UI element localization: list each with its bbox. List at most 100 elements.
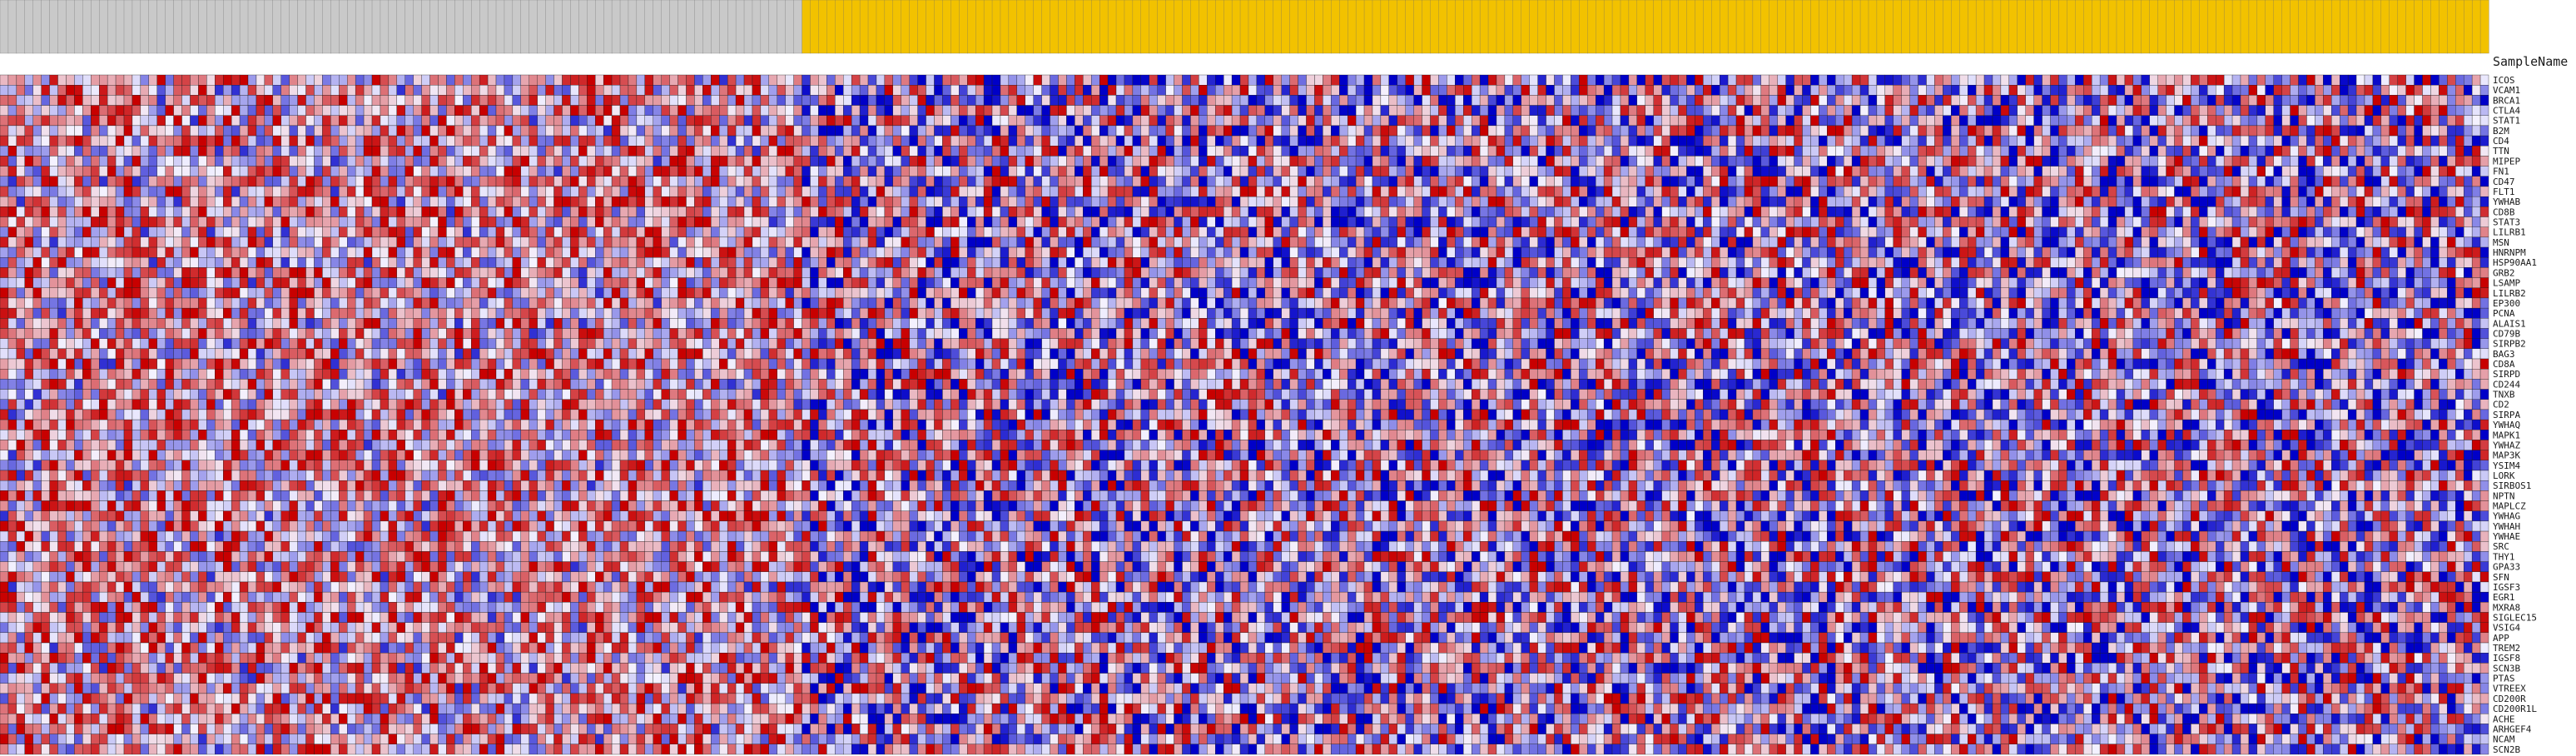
heatmap-cell	[1389, 146, 1397, 156]
heatmap-cell	[2026, 196, 2034, 206]
heatmap-cell	[116, 126, 124, 136]
heatmap-cell	[1223, 146, 1232, 156]
heatmap-cell	[389, 136, 397, 146]
heatmap-cell	[694, 217, 702, 227]
heatmap-cell	[2092, 156, 2100, 166]
heatmap-cell	[2075, 116, 2083, 126]
heatmap-cell	[1827, 136, 1835, 146]
heatmap-cell	[1000, 146, 1009, 156]
heatmap-cell	[1339, 196, 1348, 206]
heatmap-cell	[1149, 206, 1158, 216]
heatmap-cell	[479, 85, 488, 95]
heatmap-cell	[1066, 85, 1075, 95]
heatmap-cell	[769, 167, 777, 177]
heatmap-cell	[885, 167, 893, 177]
heatmap-cell	[1686, 156, 1695, 166]
heatmap-cell	[1158, 206, 1166, 216]
heatmap-cell	[1695, 116, 1703, 126]
heatmap-cell	[736, 206, 744, 216]
heatmap-cell	[562, 75, 570, 85]
heatmap-cell	[372, 177, 380, 187]
heatmap-cell	[628, 167, 637, 177]
heatmap-cell	[2282, 106, 2291, 116]
heatmap-cell	[25, 146, 33, 156]
heatmap-cell	[1050, 136, 1059, 146]
heatmap-cell	[1794, 146, 1803, 156]
heatmap-cell	[1455, 126, 1463, 136]
heatmap-cell	[2249, 146, 2257, 156]
column-group-cell	[876, 0, 885, 53]
heatmap-cell	[521, 75, 529, 85]
heatmap-cell	[141, 126, 149, 136]
heatmap-cell	[1530, 177, 1538, 187]
heatmap-cell	[2133, 206, 2142, 216]
heatmap-cell	[538, 136, 546, 146]
heatmap-cell	[628, 196, 637, 206]
heatmap-cell	[1993, 126, 2001, 136]
heatmap-cell	[82, 146, 91, 156]
heatmap-cell	[1406, 217, 1414, 227]
heatmap-cell	[2282, 116, 2291, 126]
heatmap-cell	[471, 136, 479, 146]
heatmap-cell	[1662, 136, 1670, 146]
heatmap-cell	[628, 116, 637, 126]
heatmap-cell	[2299, 126, 2307, 136]
heatmap-cell	[702, 177, 711, 187]
heatmap-cell	[1621, 196, 1629, 206]
heatmap-cell	[2249, 85, 2257, 95]
heatmap-cell	[2331, 136, 2340, 146]
heatmap-cell	[1075, 177, 1083, 187]
heatmap-cell	[314, 167, 322, 177]
heatmap-cell	[2241, 177, 2249, 187]
heatmap-cell	[240, 206, 248, 216]
heatmap-cell	[1248, 85, 1257, 95]
heatmap-cell	[1513, 156, 1521, 166]
heatmap-cell	[1521, 177, 1530, 187]
heatmap-cell	[538, 75, 546, 85]
heatmap-cell	[1422, 126, 1431, 136]
heatmap-cell	[322, 85, 330, 95]
heatmap-cell	[1621, 177, 1629, 187]
heatmap-cell	[1521, 106, 1530, 116]
heatmap-cell	[818, 177, 826, 187]
heatmap-cell	[463, 177, 471, 187]
heatmap-cell	[860, 177, 868, 187]
heatmap-cell	[637, 156, 645, 166]
heatmap-cell	[107, 196, 116, 206]
heatmap-cell	[2075, 85, 2083, 95]
heatmap-cell	[876, 167, 885, 177]
heatmap-cell	[198, 85, 206, 95]
heatmap-cell	[2274, 167, 2282, 177]
heatmap-cell	[306, 217, 315, 227]
heatmap-cell	[1183, 187, 1191, 196]
heatmap-cell	[1472, 75, 1480, 85]
heatmap-cell	[1505, 146, 1513, 156]
heatmap-cell	[603, 95, 612, 105]
heatmap-cell	[1860, 187, 1869, 196]
column-group-cell	[2026, 0, 2034, 53]
heatmap-cell	[1976, 196, 1984, 206]
heatmap-cell	[2175, 187, 2183, 196]
column-group-cell	[438, 0, 446, 53]
heatmap-cell	[1803, 187, 1811, 196]
heatmap-cell	[1810, 146, 1819, 156]
heatmap-cell	[2175, 177, 2183, 187]
heatmap-cell	[1083, 146, 1091, 156]
heatmap-cell	[1331, 206, 1339, 216]
heatmap-cell	[959, 187, 967, 196]
heatmap-cell	[2042, 177, 2051, 187]
heatmap-cell	[1720, 206, 1728, 216]
heatmap-cell	[1099, 136, 1108, 146]
heatmap-cell	[934, 85, 942, 95]
heatmap-cell	[2175, 126, 2183, 136]
heatmap-cell	[910, 136, 918, 146]
heatmap-cell	[2472, 85, 2480, 95]
heatmap-cell	[1364, 156, 1372, 166]
heatmap-cell	[595, 156, 603, 166]
heatmap-cell	[190, 217, 198, 227]
heatmap-cell	[1166, 187, 1174, 196]
heatmap-cell	[198, 167, 206, 177]
heatmap-cell	[752, 146, 761, 156]
heatmap-cell	[2216, 206, 2224, 216]
heatmap-cell	[1000, 187, 1009, 196]
